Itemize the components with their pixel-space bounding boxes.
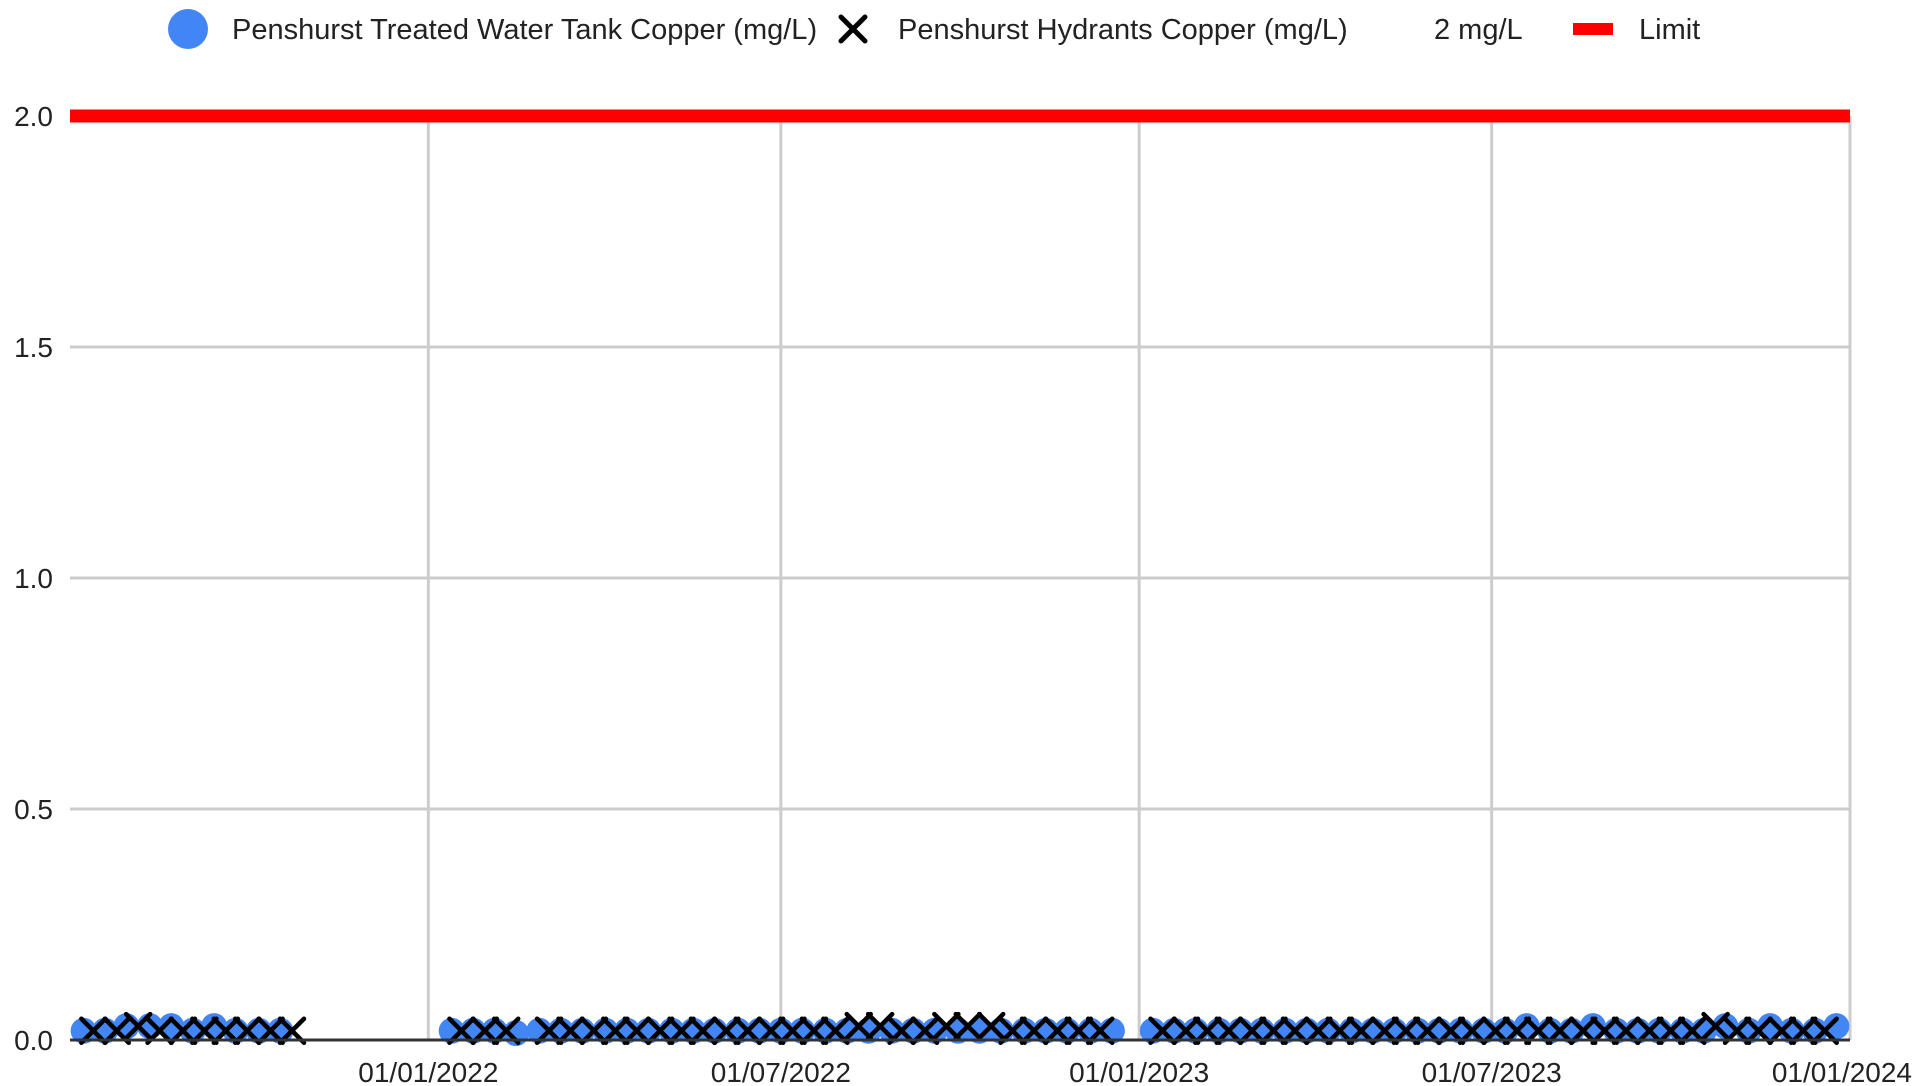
tank-copper-point [438, 1017, 465, 1044]
legend-label: Penshurst Treated Water Tank Copper (mg/… [232, 14, 817, 46]
legend-marker-tank-copper [168, 9, 208, 49]
legend-label: Penshurst Hydrants Copper (mg/L) [898, 14, 1348, 46]
x-tick-label: 01/07/2022 [711, 1057, 851, 1086]
gridlines [70, 114, 1852, 1040]
tank-copper-point [70, 1017, 97, 1044]
tank-copper-point [1823, 1013, 1850, 1040]
x-tick-label: 01/07/2023 [1422, 1057, 1562, 1086]
y-tick-label: 0.0 [14, 1025, 53, 1056]
legend-marker-hydrant-copper [838, 14, 868, 44]
legend-label: Limit [1639, 14, 1700, 46]
tank-copper-point [1712, 1013, 1739, 1040]
tank-copper-point [966, 1017, 993, 1044]
legend-label: 2 mg/L [1434, 14, 1523, 46]
x-tick-label: 01/01/2022 [358, 1057, 498, 1086]
hydrant-copper-point [953, 1011, 983, 1041]
tank-copper-point [526, 1017, 553, 1044]
legend: Penshurst Treated Water Tank Copper (mg/… [168, 9, 1700, 49]
legend-marker-limit [1573, 23, 1613, 35]
y-tick-label: 2.0 [14, 101, 53, 132]
axes: 0.0 0.5 1.0 1.5 2.0 01/01/2022 01/07/2022 01/01… [14, 101, 1912, 1086]
x-tick-label: 01/01/2023 [1069, 1057, 1209, 1086]
y-tick-label: 0.5 [14, 794, 53, 825]
tank-copper-point [921, 1017, 948, 1044]
y-tick-label: 1.0 [14, 563, 53, 594]
x-tick-label: 01/01/2024 [1772, 1057, 1912, 1086]
tank-copper-point [1139, 1017, 1166, 1044]
hydrant-copper-point [844, 1011, 873, 1041]
y-tick-label: 1.5 [14, 332, 53, 363]
hydrant-copper-point [932, 1011, 961, 1041]
tank-copper-point [878, 1017, 905, 1044]
tank-copper-point [158, 1013, 185, 1040]
data-points [70, 1011, 1850, 1047]
tank-copper-point [1757, 1013, 1784, 1040]
